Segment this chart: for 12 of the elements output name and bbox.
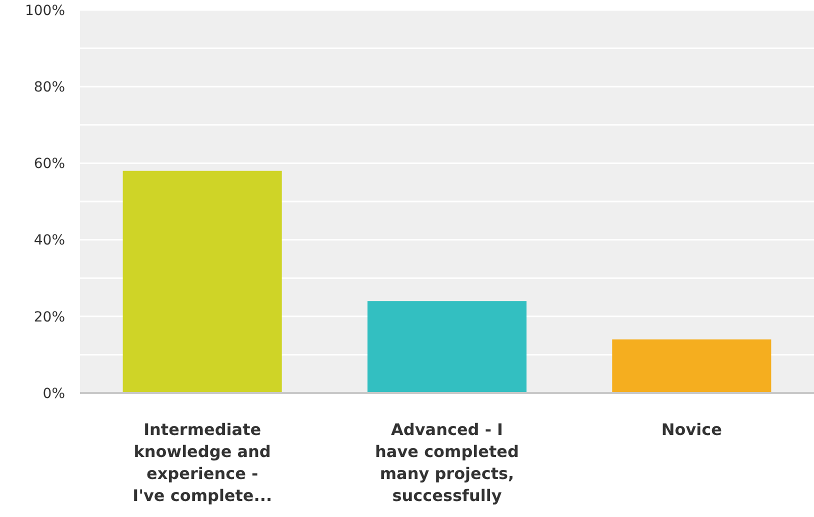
bar	[367, 301, 527, 393]
bar	[612, 339, 772, 393]
y-tick-label: 40%	[34, 232, 65, 249]
x-tick-label: Novice	[661, 420, 722, 439]
y-tick-label: 100%	[24, 2, 65, 19]
bar	[122, 170, 282, 393]
y-tick-label: 20%	[34, 309, 65, 326]
y-tick-label: 0%	[42, 386, 65, 402]
y-tick-label: 80%	[34, 80, 65, 96]
x-tick-label: Advanced - I have completed many projects, successfully	[375, 420, 519, 505]
y-tick-label: 60%	[34, 156, 65, 172]
x-tick-label: Intermediate knowledge and experience - I've complete...	[132, 420, 272, 505]
